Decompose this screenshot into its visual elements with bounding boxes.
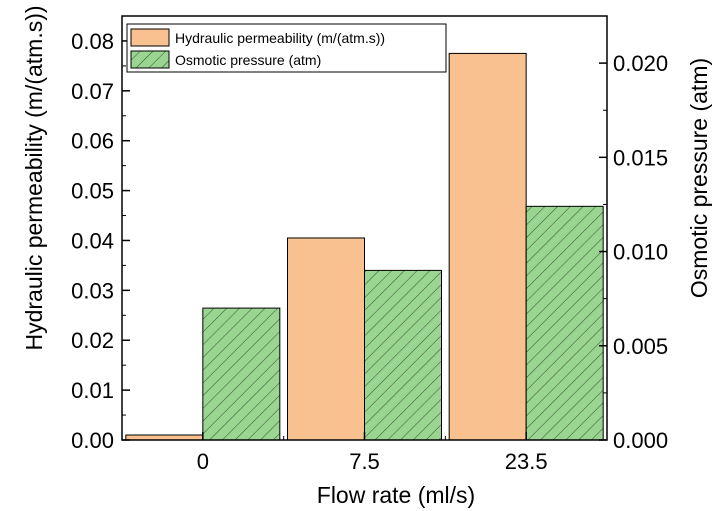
left-tick-label: 0.07 — [71, 79, 114, 104]
x-tick-label: 0 — [197, 449, 209, 474]
legend: Hydraulic permeability (m/(atm.s)) Osmot… — [126, 23, 447, 73]
x-axis-title: Flow rate (ml/s) — [317, 482, 475, 508]
osmotic-pressure-bars — [202, 205, 604, 441]
left-tick-label: 0.05 — [71, 179, 114, 204]
x-tick-label: 7.5 — [349, 449, 380, 474]
right-tick-label: 0.020 — [613, 51, 668, 76]
left-tick-label: 0.08 — [71, 29, 114, 54]
left-tick-label: 0.00 — [71, 428, 114, 453]
left-tick-label: 0.02 — [71, 328, 114, 353]
x-tick-label: 23.5 — [505, 449, 548, 474]
left-tick-label: 0.03 — [71, 278, 114, 303]
right-y-axis: 0.000 0.005 0.010 0.015 0.020 — [599, 15, 668, 453]
hydraulic-permeability-bar-23-5 — [448, 52, 527, 441]
x-axis: 0 7.5 23.5 — [121, 432, 608, 474]
right-tick-label: 0.005 — [613, 334, 668, 359]
left-y-axis-title: Hydraulic permeability (m/(atm.s)) — [21, 5, 47, 350]
legend-box — [126, 23, 447, 73]
legend-swatch-osmotic-pressure — [130, 50, 170, 69]
left-y-axis: 0.00 0.01 0.02 0.03 0.04 0.05 0.06 0.07 0.08 — [71, 15, 130, 453]
osmotic-pressure-bar-0 — [202, 307, 281, 441]
left-tick-label: 0.06 — [71, 129, 114, 154]
hydraulic-permeability-bars — [125, 52, 527, 441]
osmotic-pressure-bar-7-5 — [364, 269, 442, 441]
right-tick-label: 0.015 — [613, 145, 668, 170]
left-tick-label: 0.04 — [71, 228, 114, 253]
legend-label-osmotic-pressure: Osmotic pressure (atm) — [175, 52, 321, 68]
legend-swatch-hydraulic-permeability — [130, 28, 170, 47]
legend-label-hydraulic-permeability: Hydraulic permeability (m/(atm.s)) — [175, 30, 385, 46]
right-tick-label: 0.010 — [613, 240, 668, 265]
osmotic-pressure-bar-23-5 — [525, 205, 604, 441]
right-y-axis-title: Osmotic pressure (atm) — [686, 58, 712, 298]
hydraulic-permeability-bar-7-5 — [287, 237, 365, 441]
left-tick-label: 0.01 — [71, 378, 114, 403]
right-tick-label: 0.000 — [613, 428, 668, 453]
